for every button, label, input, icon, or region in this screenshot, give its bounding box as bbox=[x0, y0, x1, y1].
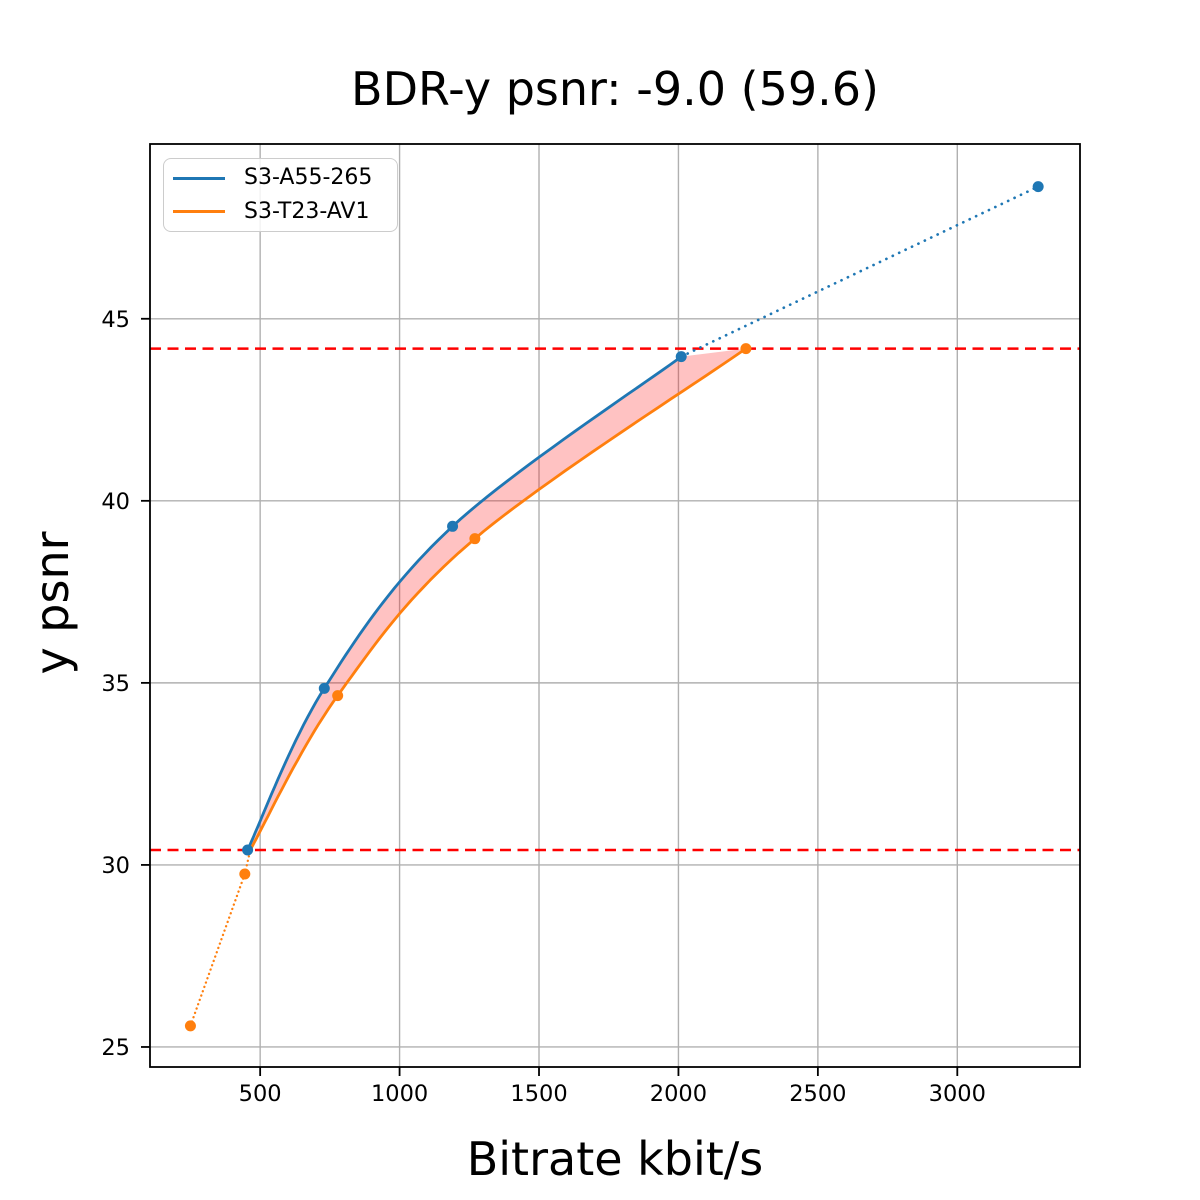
tick-labels: 500 1000 1500 2000 2500 3000 25 30 35 40 45 bbox=[101, 307, 986, 1107]
data-point-S3-A55-265 bbox=[1032, 181, 1044, 193]
series-curves bbox=[189, 185, 1040, 1028]
y-tick-label-35: 35 bbox=[101, 671, 130, 697]
x-tick-label-1500: 1500 bbox=[510, 1081, 567, 1107]
chart-title: BDR-y psnr: -9.0 (59.6) bbox=[351, 62, 879, 116]
y-tick-label-25: 25 bbox=[101, 1035, 130, 1061]
legend-item-label: S3-A55-265 bbox=[244, 165, 373, 191]
data-point-S3-T23-AV1 bbox=[239, 868, 251, 880]
x-tick-label-500: 500 bbox=[239, 1081, 282, 1107]
data-point-S3-A55-265 bbox=[675, 351, 687, 363]
data-point-S3-A55-265 bbox=[318, 682, 330, 694]
x-axis-label: Bitrate kbit/s bbox=[466, 1132, 764, 1186]
series-curve-S3-A55-265 bbox=[246, 355, 683, 852]
legend-line-swatch bbox=[173, 176, 225, 180]
data-point-S3-A55-265 bbox=[242, 844, 254, 856]
x-tick-label-2500: 2500 bbox=[789, 1081, 846, 1107]
fill-between-region bbox=[247, 348, 746, 850]
x-tick-label-3000: 3000 bbox=[929, 1081, 986, 1107]
legend-item: S3-T23-AV1 bbox=[173, 195, 397, 228]
data-point-S3-T23-AV1 bbox=[469, 533, 481, 545]
bd-shaded-region bbox=[247, 348, 746, 850]
y-tick-label-40: 40 bbox=[101, 489, 130, 515]
axes bbox=[141, 143, 1081, 1076]
data-point-S3-T23-AV1 bbox=[332, 690, 344, 702]
legend: S3-A55-265 S3-T23-AV1 bbox=[163, 158, 398, 232]
plot-border bbox=[149, 143, 1081, 1068]
data-point-S3-A55-265 bbox=[447, 520, 459, 532]
data-point-S3-T23-AV1 bbox=[740, 343, 752, 355]
reference-lines bbox=[150, 347, 1080, 852]
legend-item-label: S3-T23-AV1 bbox=[244, 198, 370, 224]
y-tick-label-45: 45 bbox=[101, 307, 130, 333]
legend-item: S3-A55-265 bbox=[173, 162, 397, 195]
gridlines bbox=[150, 144, 1080, 1067]
legend-line-swatch bbox=[173, 210, 225, 214]
x-tick-label-1000: 1000 bbox=[371, 1081, 428, 1107]
x-tick-label-2000: 2000 bbox=[650, 1081, 707, 1107]
y-axis-label: y psnr bbox=[25, 531, 79, 675]
y-tick-label-30: 30 bbox=[101, 853, 130, 879]
series-markers bbox=[184, 181, 1044, 1032]
series-curve-S3-T23-AV1 bbox=[249, 347, 748, 851]
data-point-S3-T23-AV1 bbox=[184, 1020, 196, 1032]
series-dotted-S3-A55-265 bbox=[679, 185, 1040, 358]
